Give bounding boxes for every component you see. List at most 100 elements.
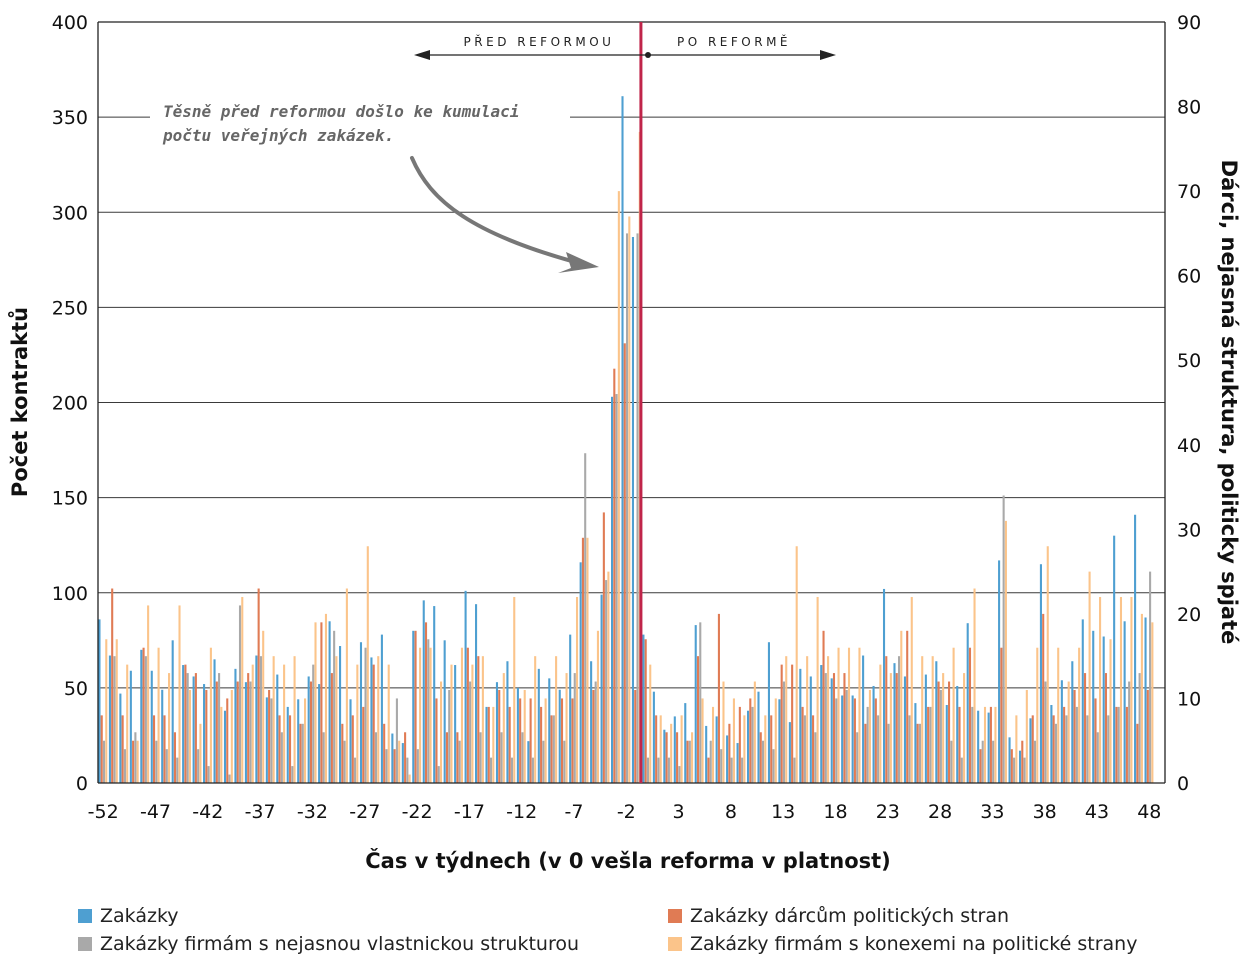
bar-1	[184, 664, 187, 783]
bar-1	[770, 715, 773, 783]
bar-1	[581, 537, 584, 783]
bar-2	[270, 698, 273, 783]
bar-3	[272, 656, 275, 783]
bar-0	[841, 695, 844, 783]
bar-2	[793, 757, 796, 783]
bar-3	[1057, 647, 1060, 783]
bar-2	[542, 740, 545, 783]
legend-label: Zakázky firmám s nejasnou vlastnickou st…	[100, 933, 580, 955]
bar-0	[1081, 619, 1084, 783]
bar-1	[299, 723, 302, 783]
bar-3	[1078, 647, 1081, 783]
bar-1	[278, 715, 281, 783]
bar-2	[322, 732, 325, 783]
bar-3	[753, 681, 756, 783]
y-tick-label-right: 0	[1177, 773, 1189, 795]
bar-1	[738, 706, 741, 783]
bar-0	[401, 743, 404, 783]
bar-1	[424, 622, 428, 783]
bar-1	[268, 689, 271, 783]
bar-3	[1119, 596, 1123, 783]
bar-2	[918, 723, 921, 783]
bar-3	[178, 605, 181, 783]
bar-3	[837, 647, 840, 783]
bar-1	[100, 715, 103, 783]
bar-3	[1004, 520, 1007, 783]
bar-3	[942, 673, 945, 783]
bar-1	[843, 673, 846, 783]
bar-2	[176, 757, 179, 783]
bar-3	[366, 546, 369, 783]
y-axis-title-right: Dárci, nejasná struktura, politicky spja…	[1217, 160, 1241, 645]
bar-2	[1044, 681, 1047, 783]
bar-3	[596, 630, 599, 783]
bar-2	[573, 673, 576, 783]
bar-1	[801, 706, 804, 783]
bar-3	[722, 681, 725, 783]
y-tick-label-right: 40	[1177, 435, 1201, 457]
bar-1	[487, 706, 490, 783]
bar-3	[1036, 647, 1039, 783]
bar-0	[192, 676, 195, 783]
bar-1	[477, 656, 480, 783]
bar-1	[173, 732, 177, 783]
bar-3	[607, 571, 610, 783]
bar-3	[921, 656, 924, 783]
bar-0	[684, 703, 687, 783]
bar-1	[226, 698, 229, 783]
bar-0	[412, 630, 415, 783]
bar-0	[579, 562, 582, 783]
bar-0	[809, 676, 812, 783]
bar-1	[519, 698, 522, 783]
bar-2	[500, 732, 503, 783]
bar-3	[1067, 681, 1070, 783]
bar-3	[963, 673, 966, 783]
bar-2	[866, 706, 869, 783]
bar-2	[259, 656, 262, 783]
bar-1	[466, 647, 469, 783]
bar-2	[1075, 706, 1078, 783]
bar-3	[471, 664, 474, 783]
bar-1	[1084, 673, 1087, 783]
bar-3	[419, 647, 422, 783]
bar-1	[948, 681, 951, 783]
bar-0	[694, 625, 697, 783]
bar-0	[778, 699, 781, 783]
bar-2	[981, 740, 984, 783]
bar-0	[590, 661, 593, 783]
bar-3	[492, 706, 495, 783]
bar-3	[795, 546, 798, 783]
bar-0	[1071, 661, 1074, 783]
bar-1	[383, 723, 386, 783]
bar-1	[288, 715, 292, 783]
bar-2	[960, 757, 963, 783]
bar-3	[774, 698, 777, 783]
bar-1	[215, 681, 218, 783]
bar-2	[406, 757, 409, 783]
bar-3	[502, 673, 505, 783]
bar-2	[364, 647, 367, 783]
bar-0	[851, 695, 854, 783]
bar-1	[1094, 698, 1097, 783]
bar-0	[893, 663, 896, 783]
bar-0	[1134, 514, 1137, 783]
bar-3	[314, 622, 317, 783]
bar-0	[663, 729, 666, 783]
bar-2	[688, 740, 691, 783]
bar-3	[827, 656, 830, 783]
x-tick-label: 3	[673, 801, 685, 823]
bar-0	[234, 668, 237, 783]
bar-1	[853, 698, 856, 783]
bar-3	[356, 664, 359, 783]
bar-2	[845, 689, 848, 783]
bar-2	[835, 698, 838, 783]
bar-0	[788, 722, 791, 783]
y-tick-label-right: 80	[1177, 97, 1201, 119]
bar-0	[495, 682, 499, 783]
bar-0	[935, 661, 938, 783]
legend-label: Zakázky dárcům politických stran	[690, 905, 1010, 927]
bar-1	[1073, 689, 1076, 783]
bar-1	[885, 656, 888, 783]
bar-3	[126, 664, 129, 783]
bar-3	[858, 647, 861, 783]
